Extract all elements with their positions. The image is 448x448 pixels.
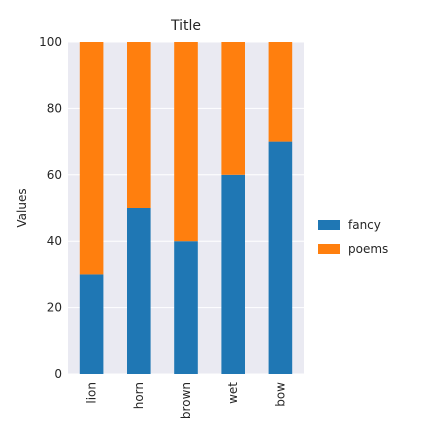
y-tick-label: 80 — [47, 101, 62, 115]
legend-swatch-poems — [318, 244, 340, 254]
bars — [79, 42, 293, 374]
x-tick-label-horn: horn — [132, 382, 146, 409]
x-tick-label-brown: brown — [179, 382, 193, 419]
legend-swatch-fancy — [318, 220, 340, 230]
bar-fancy-lion — [79, 274, 104, 374]
y-tick-label: 60 — [47, 168, 62, 182]
bar-poems-bow — [268, 42, 293, 142]
bar-fancy-wet — [221, 174, 245, 374]
legend-label-poems: poems — [348, 242, 388, 256]
x-tick-label-wet: wet — [226, 382, 240, 404]
bar-fancy-brown — [174, 241, 198, 374]
chart-title: Title — [170, 18, 201, 34]
y-tick-label: 40 — [47, 234, 62, 248]
y-tick-label: 0 — [54, 367, 62, 381]
y-tick-label: 100 — [39, 35, 62, 49]
y-tick-labels: 0 20 40 60 80 100 — [39, 35, 62, 381]
x-tick-labels: lion horn brown wet bow — [85, 382, 288, 419]
y-tick-label: 20 — [47, 301, 62, 315]
bar-poems-brown — [174, 42, 198, 242]
bar-fancy-horn — [127, 208, 151, 374]
bar-poems-wet — [221, 42, 245, 175]
bar-poems-lion — [79, 42, 104, 275]
bar-poems-horn — [127, 42, 151, 208]
x-tick-label-lion: lion — [85, 382, 99, 404]
legend-label-fancy: fancy — [348, 218, 381, 232]
legend: fancy poems — [318, 218, 388, 256]
x-tick-label-bow: bow — [273, 382, 287, 407]
bar-fancy-bow — [268, 141, 293, 374]
y-axis-label: Values — [15, 188, 29, 227]
